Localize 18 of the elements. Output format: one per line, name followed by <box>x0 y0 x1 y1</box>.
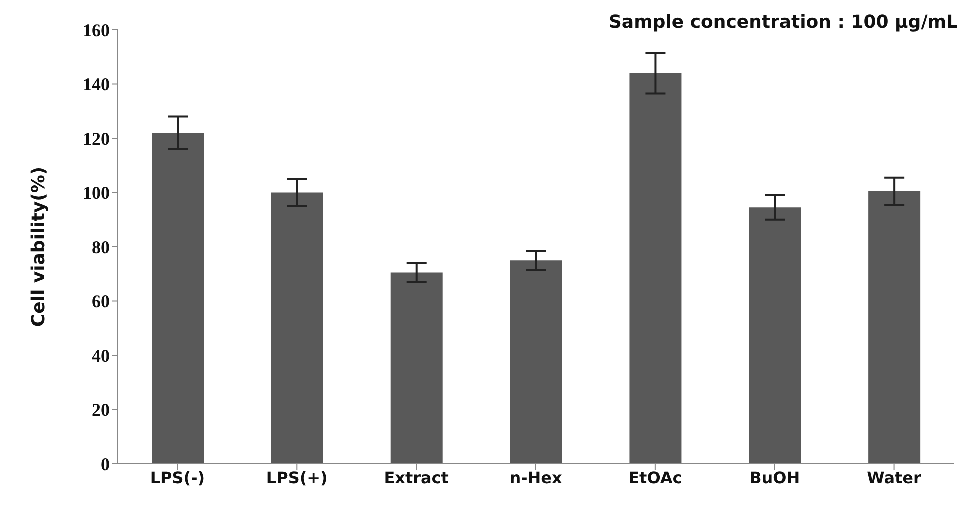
y-tick-label: 100 <box>83 183 110 204</box>
y-tick-label: 80 <box>92 237 110 258</box>
y-axis-title: Cell viability(%) <box>28 166 50 328</box>
x-tick-label: LPS(-) <box>150 468 206 488</box>
y-tick-label: 120 <box>83 128 110 149</box>
x-tick-label: BuOH <box>750 468 800 488</box>
annotation: Sample concentration : 100 μg/mL <box>608 12 958 33</box>
y-tick-label: 60 <box>92 292 110 312</box>
x-tick-label: Water <box>867 468 922 488</box>
y-tick-label: 40 <box>92 346 110 366</box>
x-tick-label: EtOAc <box>628 468 682 488</box>
x-tick-label: LPS(+) <box>266 468 328 488</box>
y-tick-label: 160 <box>83 20 110 40</box>
y-tick-label: 0 <box>101 454 110 474</box>
x-tick-label: n-Hex <box>510 468 563 488</box>
x-tick-label: Extract <box>384 468 450 488</box>
y-tick-label: 20 <box>92 400 110 420</box>
y-tick-label: 140 <box>83 74 110 95</box>
